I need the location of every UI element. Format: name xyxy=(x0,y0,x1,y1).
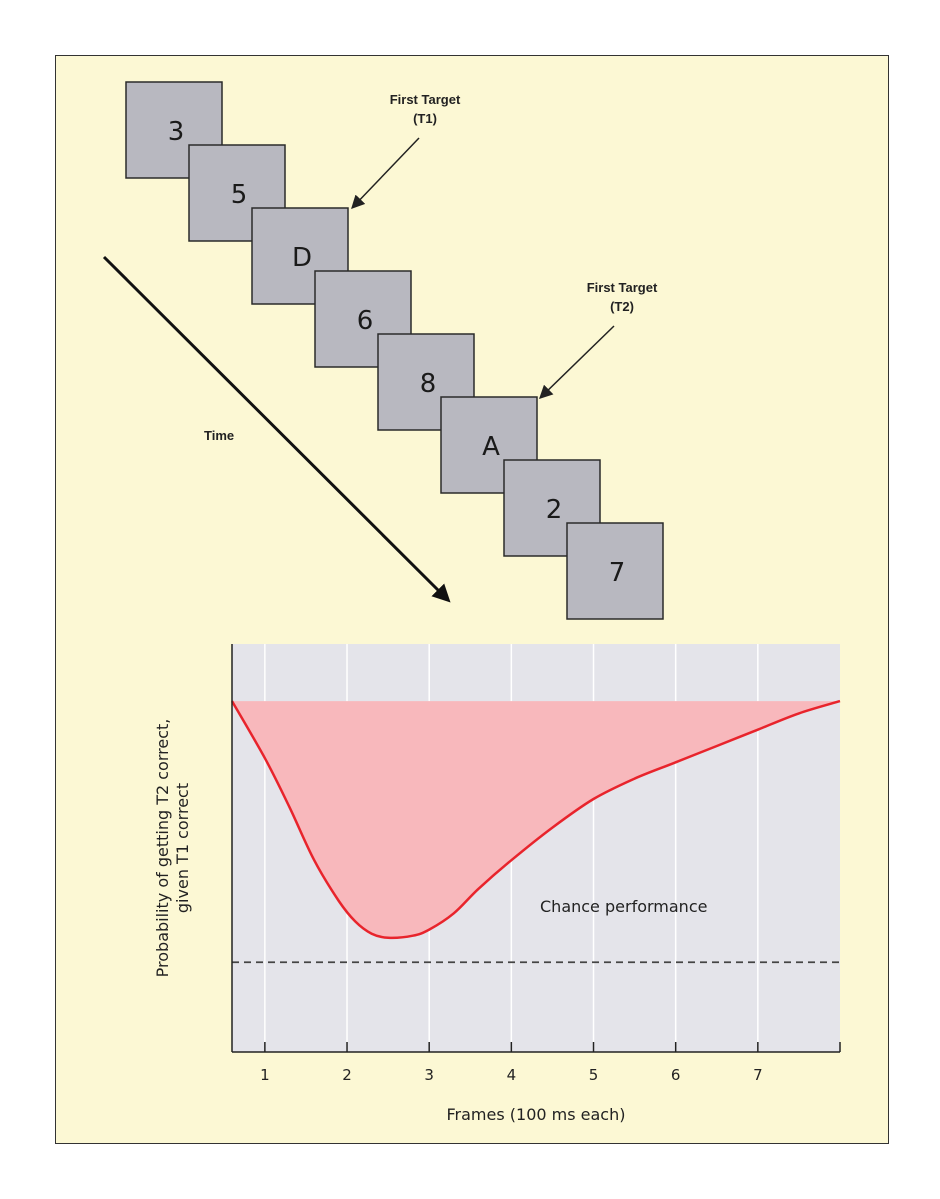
t2-accuracy-curve xyxy=(230,699,841,940)
time-label: Time xyxy=(204,428,234,443)
rsvp-frame-sequence: 3 5 D 6 8 A 2 7 xyxy=(125,81,664,620)
t2-callout-arrow xyxy=(539,325,615,399)
x-ticks: 1 2 3 4 5 6 7 xyxy=(260,1042,841,1084)
x-tick-label-1: 1 xyxy=(260,1066,270,1084)
x-tick-label-3: 3 xyxy=(424,1066,434,1084)
frame-8 xyxy=(566,522,664,620)
frame-1-symbol: 3 xyxy=(168,117,185,147)
x-tick-label-5: 5 xyxy=(589,1066,599,1084)
frame-7-symbol: 2 xyxy=(546,495,563,525)
t2-callout-sub: (T2) xyxy=(610,299,634,314)
time-arrow xyxy=(102,255,451,603)
frame-4-symbol: 6 xyxy=(357,306,374,336)
blink-chart: Chance performance 1 2 3 4 5 6 7 Frames (100 m… xyxy=(153,644,841,1124)
t1-callout-sub: (T1) xyxy=(413,111,437,126)
y-axis-label-line2: given T1 correct xyxy=(173,783,192,913)
frame-2-symbol: 5 xyxy=(231,180,248,210)
x-axis-label: Frames (100 ms each) xyxy=(447,1105,626,1124)
frame-5-symbol: 8 xyxy=(420,369,437,399)
chance-performance-label: Chance performance xyxy=(540,897,707,916)
t1-callout-arrow xyxy=(351,137,420,209)
frame-3-symbol: D xyxy=(292,243,312,273)
y-axis-label-line1: Probability of getting T2 correct, xyxy=(153,719,172,978)
blink-area-fill xyxy=(232,701,840,938)
frame-8-symbol: 7 xyxy=(609,558,626,588)
t2-callout-title: First Target xyxy=(587,280,658,295)
x-tick-label-2: 2 xyxy=(342,1066,352,1084)
frame-6-symbol: A xyxy=(482,432,500,462)
t1-callout-title: First Target xyxy=(390,92,461,107)
x-tick-label-7: 7 xyxy=(753,1066,763,1084)
x-tick-label-4: 4 xyxy=(507,1066,517,1084)
x-tick-label-6: 6 xyxy=(671,1066,681,1084)
